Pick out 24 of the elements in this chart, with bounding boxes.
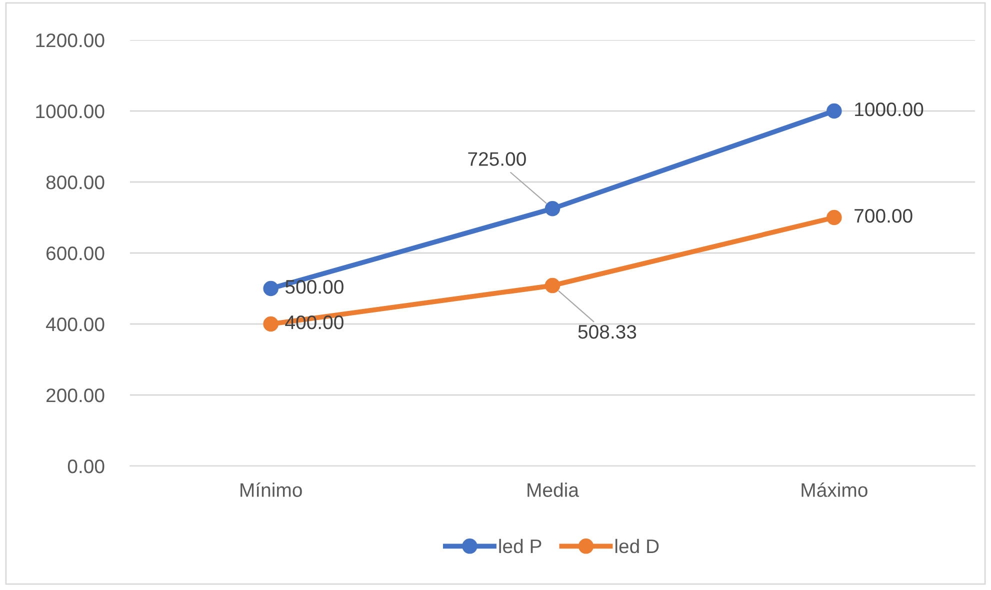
point [263,280,278,296]
point [544,278,560,294]
point [826,103,842,119]
y-tick-label: 0.00 [68,459,104,474]
data-label: 1000.00 [855,102,924,116]
x-tick-label: Máximo [802,482,868,497]
point [544,200,560,216]
y-tick-label: 600.00 [46,246,104,260]
data-label: 725.00 [468,152,526,166]
y-tick-label: 1200.00 [36,33,104,48]
data-label: 700.00 [854,208,912,223]
point [826,210,842,226]
x-tick-label: Mínimo [240,482,302,497]
data-label: 500.00 [286,280,344,294]
data-label: 400.00 [285,315,344,330]
point [263,316,278,332]
data-label: 508.33 [578,324,636,339]
legend-label: led D [615,538,659,554]
legend-label: led P [499,538,542,554]
x-tick-label: Media [528,482,579,497]
y-tick-label: 200.00 [46,388,104,402]
y-tick-label: 1000.00 [36,104,104,118]
y-tick-label: 400.00 [46,317,104,332]
y-tick-label: 800.00 [46,175,104,190]
